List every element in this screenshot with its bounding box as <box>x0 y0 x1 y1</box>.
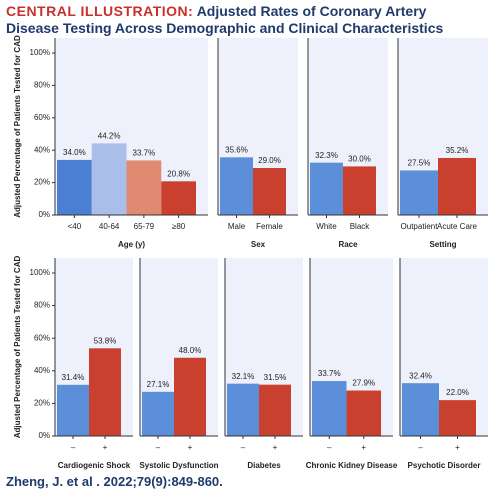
value-label: 30.0% <box>348 155 371 164</box>
x-tick-label: – <box>418 443 423 452</box>
value-label: 27.5% <box>408 159 431 168</box>
value-label: 44.2% <box>98 132 121 141</box>
value-label: 20.8% <box>167 169 190 178</box>
x-axis-label: Diabetes <box>247 461 281 470</box>
header: CENTRAL ILLUSTRATION: Adjusted Rates of … <box>6 3 476 37</box>
x-tick-label: <40 <box>68 222 82 231</box>
bar <box>89 348 121 436</box>
value-label: 32.1% <box>232 372 255 381</box>
value-label: 34.0% <box>63 148 86 157</box>
bar <box>310 162 343 215</box>
header-label: CENTRAL ILLUSTRATION: <box>6 3 194 19</box>
y-tick-label: 20% <box>34 178 50 187</box>
bar <box>161 181 196 215</box>
x-tick-label: White <box>316 222 337 231</box>
x-axis-label: Chronic Kidney Disease <box>306 461 398 470</box>
bar <box>253 168 286 215</box>
bar <box>91 143 127 215</box>
value-label: 33.7% <box>318 369 341 378</box>
value-label: 32.3% <box>315 151 338 160</box>
x-tick-label: – <box>71 443 76 452</box>
value-label: 27.1% <box>147 380 170 389</box>
y-tick-label: 60% <box>34 113 50 122</box>
value-label: 48.0% <box>179 346 202 355</box>
y-tick-label: 40% <box>34 366 50 375</box>
x-tick-label: Male <box>228 222 246 231</box>
y-tick-label: 80% <box>34 301 50 310</box>
bar <box>259 384 291 436</box>
y-tick-label: 100% <box>30 48 50 57</box>
bar <box>57 384 89 436</box>
bar <box>126 160 162 215</box>
y-tick-label: 0% <box>38 431 50 440</box>
y-axis-label: Adjusted Percentage of Patients Tested f… <box>13 256 22 439</box>
x-tick-label: 65-79 <box>134 222 155 231</box>
bar <box>343 166 376 215</box>
chart: 0% 20% 40% 60% 80% 100% 34.0% <40 44.2% 40-64 33.7… <box>13 35 488 470</box>
x-tick-label: Female <box>256 222 283 231</box>
x-tick-label: – <box>156 443 161 452</box>
bar <box>142 391 174 436</box>
x-axis-label: Psychotic Disorder <box>408 461 481 470</box>
x-tick-label: 40-64 <box>99 222 120 231</box>
bar <box>438 157 476 215</box>
x-axis-label: Systolic Dysfunction <box>139 461 218 470</box>
x-tick-label: + <box>188 443 193 452</box>
bar <box>220 157 253 215</box>
x-tick-label: Black <box>350 222 371 231</box>
y-tick-label: 80% <box>34 81 50 90</box>
x-axis-label: Cardiogenic Shock <box>58 461 131 470</box>
x-axis-label: Sex <box>251 240 266 249</box>
x-tick-label: + <box>455 443 460 452</box>
value-label: 29.0% <box>258 156 281 165</box>
y-tick-label: 20% <box>34 399 50 408</box>
x-axis-label: Race <box>338 240 358 249</box>
bar <box>174 357 206 436</box>
y-tick-label: 40% <box>34 145 50 154</box>
value-label: 53.8% <box>94 336 117 345</box>
x-axis-label: Setting <box>429 240 456 249</box>
bar <box>57 159 92 215</box>
y-axis-label: Adjusted Percentage of Patients Tested f… <box>13 35 22 218</box>
x-tick-label: + <box>273 443 278 452</box>
value-label: 32.4% <box>409 371 432 380</box>
bar <box>402 383 439 436</box>
value-label: 33.7% <box>133 149 156 158</box>
bar <box>227 383 259 436</box>
value-label: 35.2% <box>446 146 469 155</box>
x-tick-label: + <box>103 443 108 452</box>
bar <box>312 381 347 436</box>
value-label: 22.0% <box>446 388 469 397</box>
x-tick-label: – <box>241 443 246 452</box>
x-tick-label: + <box>361 443 366 452</box>
bar <box>346 390 381 436</box>
y-tick-label: 100% <box>30 268 50 277</box>
bar <box>439 400 476 436</box>
x-tick-label: Acute Care <box>437 222 478 231</box>
value-label: 27.9% <box>352 379 375 388</box>
value-label: 35.6% <box>225 145 248 154</box>
citation: Zheng, J. et al . 2022;79(9):849-860. <box>6 474 223 489</box>
x-tick-label: ≥80 <box>172 222 186 231</box>
x-axis-label: Age (y) <box>118 240 145 249</box>
value-label: 31.4% <box>62 373 85 382</box>
x-tick-label: – <box>327 443 332 452</box>
value-label: 31.5% <box>264 373 287 382</box>
y-tick-label: 0% <box>38 210 50 219</box>
y-tick-label: 60% <box>34 333 50 342</box>
bar <box>400 170 438 215</box>
header-title: Adjusted Rates of Coronary Artery Diseas… <box>6 3 444 36</box>
x-tick-label: Outpatient <box>401 222 439 231</box>
